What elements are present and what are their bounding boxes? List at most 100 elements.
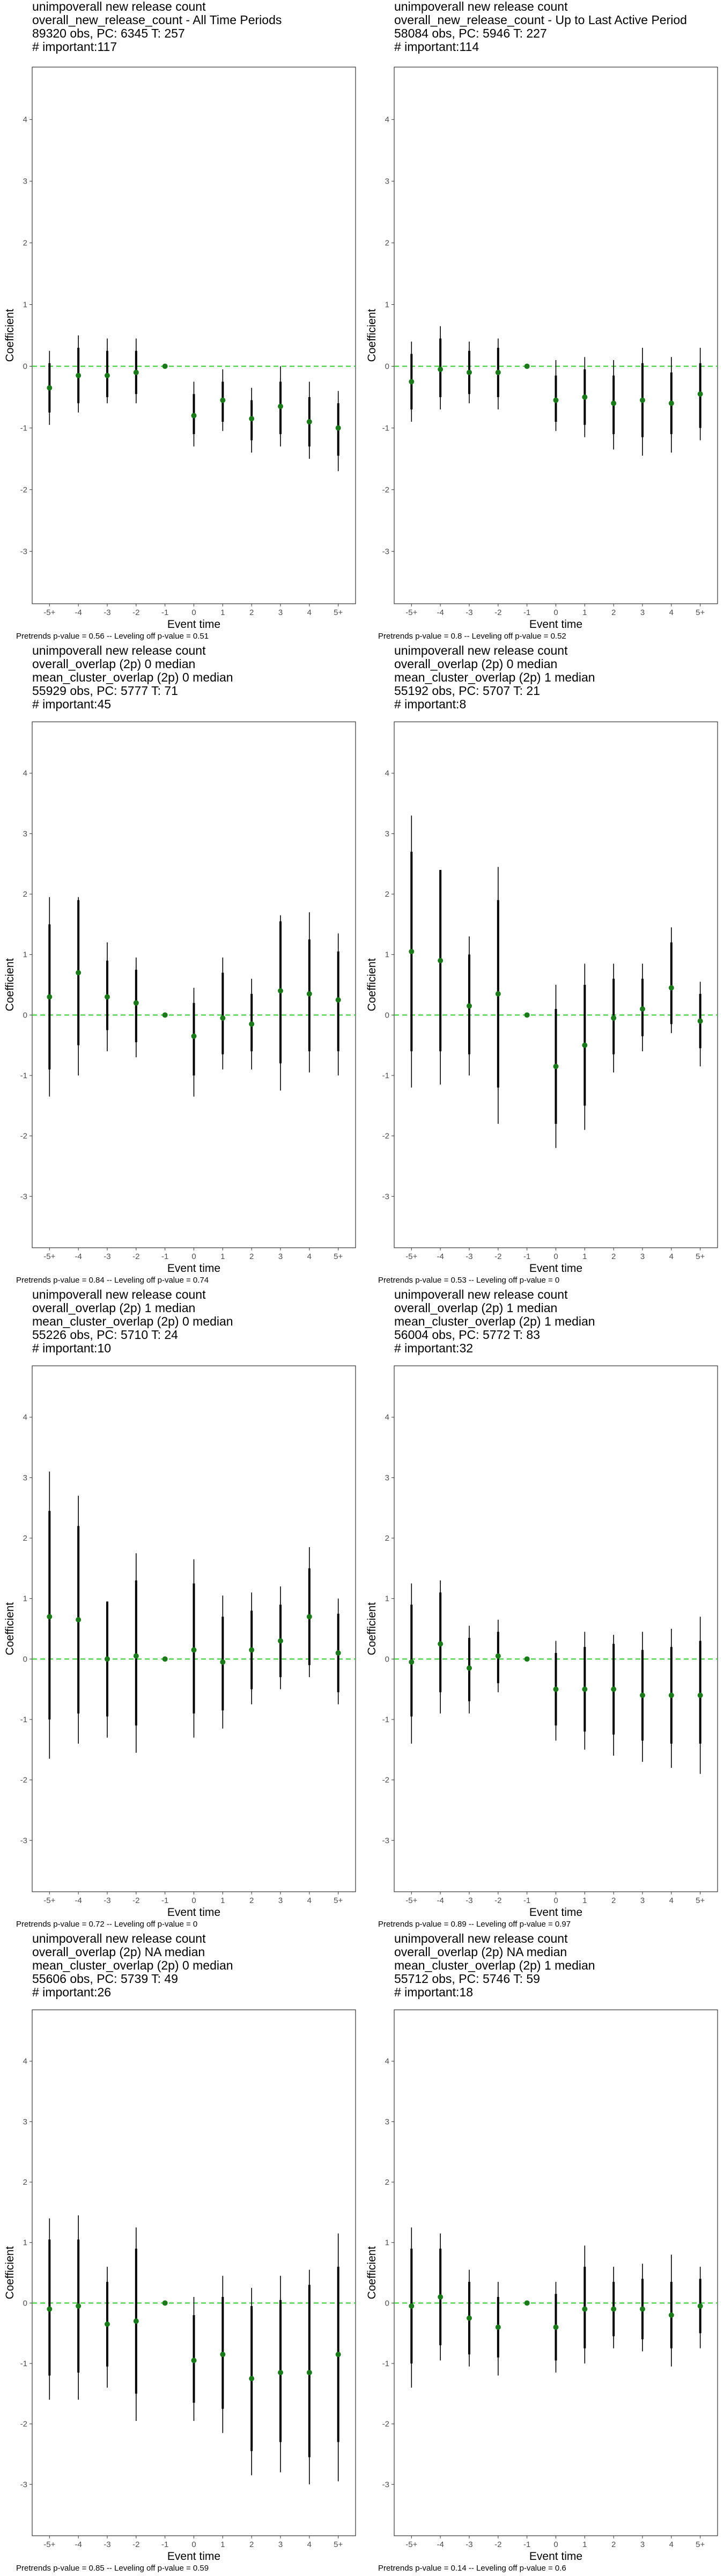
chart-title-line: overall_overlap (2p) 0 median xyxy=(32,657,195,671)
x-tick-label: -2 xyxy=(494,2540,501,2549)
chart-panel-8: unimpoverall new release count overall_ov… xyxy=(362,1932,724,2576)
x-tick-label: -2 xyxy=(494,1252,501,1261)
data-point-group xyxy=(133,1553,139,1753)
chart-title-line: # important:26 xyxy=(32,1985,111,1999)
x-tick-label: 3 xyxy=(278,2540,283,2549)
y-axis-label: Coefficient xyxy=(4,309,16,362)
x-axis-label: Event time xyxy=(167,1906,220,1919)
data-point-group xyxy=(249,2288,255,2476)
y-tick-label: -2 xyxy=(382,1132,389,1141)
data-point-group xyxy=(104,2266,110,2388)
chart-panel-7: unimpoverall new release count overall_ov… xyxy=(0,1932,362,2576)
data-point-group xyxy=(640,963,646,1051)
chart-title: unimpoverall new release countoverall_ne… xyxy=(394,0,687,54)
y-tick-label: 4 xyxy=(385,769,389,778)
chart-title-line: mean_cluster_overlap (2p) 1 median xyxy=(394,1314,595,1328)
data-point-group xyxy=(47,2218,53,2400)
point-estimate xyxy=(611,400,617,406)
x-tick-label: -4 xyxy=(437,608,444,617)
x-tick-label: 1 xyxy=(582,2540,587,2549)
point-estimate xyxy=(47,2306,53,2312)
x-tick-label: 5+ xyxy=(696,1896,705,1905)
chart-title-line: 55606 obs, PC: 5739 T: 49 xyxy=(32,1972,178,1986)
data-point-group xyxy=(47,350,53,425)
point-estimate xyxy=(249,1647,255,1653)
x-tick-label: 0 xyxy=(191,1252,196,1261)
p-value-caption: Pretrends p-value = 0.72 -- Leveling off… xyxy=(16,1920,197,1929)
point-estimate xyxy=(335,1650,341,1656)
data-point-group xyxy=(697,2266,703,2348)
chart-title: unimpoverall new release countoverall_ov… xyxy=(32,644,233,711)
x-tick-label: 2 xyxy=(249,1896,254,1905)
x-tick-label: -4 xyxy=(437,1252,444,1261)
data-point-group xyxy=(249,978,255,1070)
point-estimate xyxy=(104,994,110,1000)
x-tick-label: 4 xyxy=(669,1252,674,1261)
point-estimate xyxy=(524,2300,530,2306)
y-tick-label: -2 xyxy=(20,1132,27,1141)
x-tick-label: 2 xyxy=(611,2540,616,2549)
chart-title-line: unimpoverall new release count xyxy=(394,1932,568,1945)
data-point-group xyxy=(191,382,197,447)
y-tick-label: -2 xyxy=(20,1776,27,1785)
x-tick-label: -5+ xyxy=(43,2540,55,2549)
point-estimate xyxy=(438,367,444,372)
point-estimate xyxy=(278,988,284,994)
chart-title: unimpoverall new release countoverall_ov… xyxy=(394,1932,595,1999)
y-tick-label: -3 xyxy=(20,2480,27,2489)
p-value-caption: Pretrends p-value = 0.89 -- Leveling off… xyxy=(378,1920,571,1929)
point-estimate xyxy=(220,1659,226,1665)
x-tick-label: -1 xyxy=(161,1896,168,1905)
data-point-group xyxy=(162,1012,168,1018)
point-estimate xyxy=(191,2358,197,2363)
y-tick-label: -3 xyxy=(382,1192,389,1201)
chart-svg: unimpoverall new release countoverall_ov… xyxy=(4,644,356,1285)
point-estimate xyxy=(76,1617,82,1623)
data-point-group xyxy=(466,2270,472,2367)
y-tick-label: 0 xyxy=(385,2299,389,2308)
point-estimate xyxy=(697,1692,703,1698)
y-tick-label: 1 xyxy=(23,950,27,960)
chart-title-line: mean_cluster_overlap (2p) 0 median xyxy=(32,1958,233,1972)
chart-title-line: 55712 obs, PC: 5746 T: 59 xyxy=(394,1972,540,1986)
data-point-group xyxy=(524,2300,530,2306)
point-estimate xyxy=(495,369,501,375)
data-point-group xyxy=(524,363,530,369)
data-point-group xyxy=(47,897,53,1097)
y-tick-label: 2 xyxy=(385,239,389,248)
point-estimate xyxy=(191,1033,197,1039)
data-point-group xyxy=(640,347,646,456)
x-tick-label: -1 xyxy=(161,608,168,617)
x-tick-label: -1 xyxy=(523,1252,530,1261)
data-point-group xyxy=(668,927,674,1034)
point-estimate xyxy=(668,400,674,406)
point-estimate xyxy=(249,2376,255,2382)
x-tick-label: -4 xyxy=(75,2540,82,2549)
data-point-group xyxy=(611,2266,617,2348)
point-estimate xyxy=(611,1015,617,1021)
p-value-caption: Pretrends p-value = 0.53 -- Leveling off… xyxy=(378,1276,559,1285)
y-tick-label: 1 xyxy=(385,1594,389,1604)
point-estimate xyxy=(640,397,646,403)
chart-title-line: 55929 obs, PC: 5777 T: 71 xyxy=(32,684,178,698)
x-tick-label: -3 xyxy=(104,2540,110,2549)
y-tick-label: -3 xyxy=(20,1192,27,1201)
y-tick-label: -1 xyxy=(382,2359,389,2368)
y-tick-label: 2 xyxy=(23,239,27,248)
x-tick-label: -1 xyxy=(161,2540,168,2549)
y-tick-label: 2 xyxy=(385,1534,389,1543)
point-estimate xyxy=(191,413,197,419)
x-axis-label: Event time xyxy=(167,618,220,631)
data-point-group xyxy=(495,338,501,409)
y-axis-label: Coefficient xyxy=(4,1602,16,1655)
chart-title-line: 55192 obs, PC: 5707 T: 21 xyxy=(394,684,540,698)
x-tick-label: -3 xyxy=(466,608,472,617)
x-tick-label: -3 xyxy=(466,1252,472,1261)
data-point-group xyxy=(76,897,82,1075)
data-point-group xyxy=(306,382,312,459)
y-axis-label: Coefficient xyxy=(4,2246,16,2299)
chart-svg: unimpoverall new release countoverall_ov… xyxy=(4,1932,356,2573)
x-tick-label: -4 xyxy=(437,1896,444,1905)
x-tick-label: 4 xyxy=(307,1896,312,1905)
x-tick-label: -2 xyxy=(132,1896,139,1905)
